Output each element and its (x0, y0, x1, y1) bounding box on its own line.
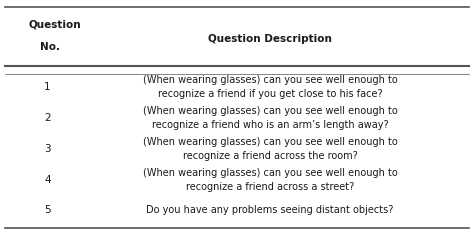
Text: Question: Question (28, 20, 81, 30)
Text: 4: 4 (44, 176, 51, 185)
Text: (When wearing glasses) can you see well enough to: (When wearing glasses) can you see well … (143, 106, 398, 116)
Text: (When wearing glasses) can you see well enough to: (When wearing glasses) can you see well … (143, 75, 398, 85)
Text: Question Description: Question Description (208, 34, 332, 44)
Text: No.: No. (40, 42, 60, 52)
Text: 1: 1 (44, 82, 51, 92)
Text: recognize a friend if you get close to his face?: recognize a friend if you get close to h… (158, 89, 383, 99)
Text: recognize a friend across the room?: recognize a friend across the room? (183, 151, 357, 161)
Text: 2: 2 (44, 113, 51, 123)
Text: (When wearing glasses) can you see well enough to: (When wearing glasses) can you see well … (143, 168, 398, 179)
Text: 3: 3 (44, 144, 51, 154)
Text: Do you have any problems seeing distant objects?: Do you have any problems seeing distant … (146, 205, 394, 215)
Text: recognize a friend across a street?: recognize a friend across a street? (186, 182, 354, 192)
Text: (When wearing glasses) can you see well enough to: (When wearing glasses) can you see well … (143, 137, 398, 147)
Text: 5: 5 (44, 205, 51, 215)
Text: recognize a friend who is an arm’s length away?: recognize a friend who is an arm’s lengt… (152, 120, 389, 130)
